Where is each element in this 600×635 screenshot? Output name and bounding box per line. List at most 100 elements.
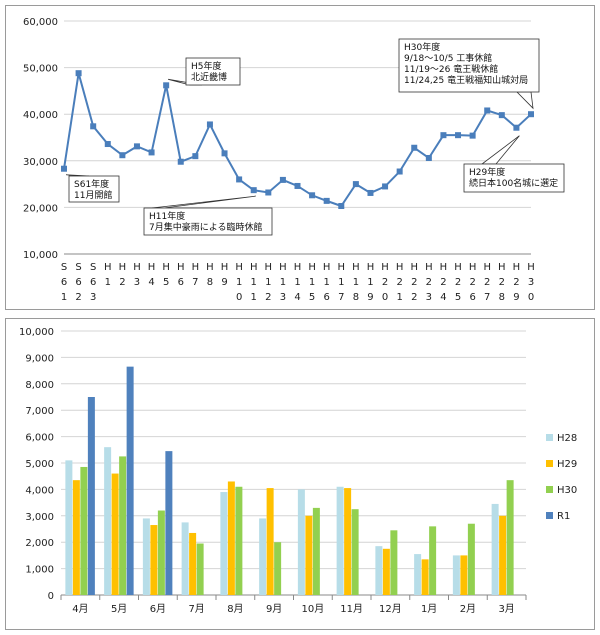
x-tick-label: 3月 — [498, 603, 514, 615]
data-point — [75, 70, 82, 77]
x-tick-label: 0 — [236, 292, 242, 303]
x-tick-label: H — [498, 262, 506, 273]
bar-h28-8 — [336, 486, 344, 595]
callout-box — [463, 163, 565, 193]
callout-pointer — [480, 135, 520, 165]
callout-text: H30年度 — [404, 41, 440, 53]
x-tick-label: H — [221, 262, 229, 273]
x-tick-label: H — [469, 262, 477, 273]
callout-text: 11月開館 — [74, 189, 112, 201]
y-tick-label: 2,000 — [25, 538, 54, 549]
callout-text: H5年度 — [191, 60, 222, 72]
x-tick-label: 6 — [469, 292, 475, 303]
x-tick-label: 1 — [280, 277, 286, 288]
data-point — [265, 189, 272, 196]
bar-r1-3 — [165, 451, 173, 595]
x-tick-label: 8 — [353, 292, 359, 303]
x-tick-label: 1 — [367, 277, 373, 288]
bar-h29-8 — [344, 488, 352, 595]
bar-h30-5 — [235, 486, 243, 595]
x-tick-label: H — [381, 262, 389, 273]
bar-h28-11 — [452, 555, 460, 595]
x-tick-label: 2 — [119, 277, 125, 288]
bar-h28-5 — [220, 492, 228, 595]
bar-h30-7 — [312, 507, 320, 595]
x-tick-label: S — [75, 262, 81, 273]
x-tick-label: H — [265, 262, 273, 273]
callout-text: 11/24,25 竜王戦福知山城対局 — [404, 74, 528, 86]
x-tick-label: H — [119, 262, 127, 273]
legend-swatch-h28 — [546, 434, 553, 441]
callout-pointer — [516, 91, 534, 110]
data-point — [61, 165, 67, 172]
callout-pointer — [151, 195, 256, 209]
x-tick-label: 1 — [396, 292, 402, 303]
x-tick-label: H — [425, 262, 433, 273]
x-tick-label: 1 — [324, 277, 330, 288]
data-point — [192, 153, 199, 160]
data-point — [425, 155, 432, 162]
bar-h29-10 — [421, 559, 429, 595]
callout-text: 続日本100名城に選定 — [469, 177, 558, 189]
bar-r1-1 — [87, 397, 95, 595]
bar-h29-6 — [266, 488, 274, 595]
bar-h30-4 — [196, 543, 204, 595]
x-tick-label: 3 — [426, 292, 432, 303]
x-tick-label: 2 — [411, 292, 417, 303]
x-tick-label: 2 — [396, 277, 402, 288]
legend-label-h30: H30 — [557, 485, 577, 496]
callout-text: 9/18～10/5 工事休館 — [404, 52, 492, 64]
y-tick-label: 7,000 — [25, 406, 54, 417]
x-tick-label: 9月 — [266, 603, 282, 615]
callout-text: 11/19～26 竜王戦休館 — [404, 63, 498, 75]
data-point — [396, 168, 403, 175]
callout-text: 北近畿博 — [191, 71, 227, 83]
bar-h28-3 — [142, 518, 150, 595]
x-tick-label: 3 — [90, 292, 96, 303]
x-tick-label: 7 — [192, 277, 198, 288]
data-point — [382, 183, 389, 190]
x-tick-label: 3 — [134, 277, 140, 288]
bar-h28-4 — [181, 522, 189, 595]
x-tick-label: H — [513, 262, 521, 273]
x-tick-label: H — [440, 262, 448, 273]
x-tick-label: H — [454, 262, 462, 273]
callout-box — [143, 207, 273, 236]
bar-h30-8 — [351, 509, 359, 595]
x-tick-label: H — [279, 262, 287, 273]
bar-h30-9 — [390, 530, 398, 595]
x-tick-label: H — [338, 262, 346, 273]
x-tick-label: 9 — [221, 277, 227, 288]
x-tick-label: 2 — [469, 277, 475, 288]
y-tick-label: 9,000 — [25, 353, 54, 364]
y-tick-label: 40,000 — [23, 110, 58, 121]
x-tick-label: 2 — [75, 292, 81, 303]
bar-h28-10 — [414, 554, 422, 595]
x-tick-label: H — [206, 262, 214, 273]
bar-h29-11 — [460, 555, 468, 595]
x-tick-label: 5 — [163, 277, 169, 288]
line-chart-svg: 10,00020,00030,00040,00050,00060,000S61S… — [23, 17, 565, 303]
x-tick-label: H — [396, 262, 404, 273]
data-point — [206, 121, 213, 128]
data-point — [323, 197, 330, 204]
bar-h30-12 — [506, 480, 514, 595]
bar-h30-6 — [274, 542, 282, 595]
x-tick-label: H — [162, 262, 170, 273]
x-tick-label: H — [323, 262, 331, 273]
data-point — [119, 152, 126, 159]
data-point — [250, 187, 257, 194]
data-point — [338, 203, 345, 210]
bar-h29-9 — [382, 548, 390, 595]
x-tick-label: 6 — [324, 292, 330, 303]
callout-box — [398, 38, 540, 93]
data-point — [104, 141, 111, 148]
x-tick-label: 2 — [382, 277, 388, 288]
bar-chart-svg: 0 1,000 2,000 3,000 4,000 5,000 6,000 7,000 8,00… — [19, 327, 577, 615]
x-tick-label: 7 — [484, 292, 490, 303]
x-tick-label: 8月 — [227, 603, 243, 615]
y-tick-label: 3,000 — [25, 512, 54, 523]
data-point — [309, 192, 316, 199]
x-tick-label: 2 — [426, 277, 432, 288]
x-tick-label: 0 — [382, 292, 388, 303]
